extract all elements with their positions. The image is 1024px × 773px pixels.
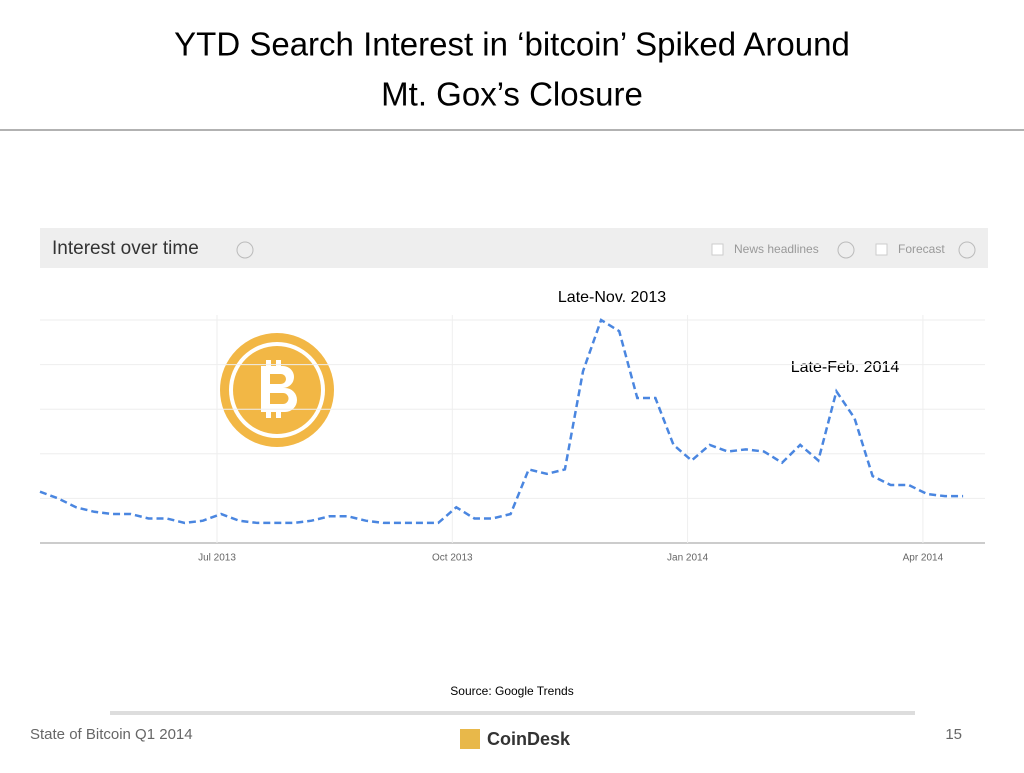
slide-title: YTD Search Interest in ‘bitcoin’ Spiked …: [174, 26, 850, 63]
source: Source: Google Trends: [450, 684, 573, 698]
annotation: Late-Nov. 2013: [558, 289, 666, 306]
footer: State of Bitcoin Q1 2014: [30, 726, 193, 743]
annotation: Late-Feb. 2014: [791, 359, 900, 376]
bitcoin-logo: [220, 333, 334, 447]
help-icon: [837, 241, 855, 259]
logo-glyph: [266, 410, 271, 418]
option: Forecast: [898, 242, 945, 256]
checkbox: [711, 243, 724, 256]
logo-glyph: [276, 410, 281, 418]
checkbox: [875, 243, 888, 256]
logo-glyph: [266, 360, 271, 368]
brand: CoinDesk: [487, 729, 571, 749]
slide-title: Mt. Gox’s Closure: [381, 76, 643, 113]
x-tick-label: Jul 2013: [198, 553, 236, 564]
logo-glyph: [276, 360, 281, 368]
logo-glyph: [261, 366, 297, 412]
x-tick-label: Jan 2014: [667, 553, 709, 564]
help-icon: [958, 241, 976, 259]
line: [39, 318, 964, 525]
brand-icon: [460, 729, 480, 749]
option: News headlines: [734, 242, 819, 256]
help-icon: [236, 241, 254, 259]
x-tick-label: Apr 2014: [903, 553, 944, 564]
x-tick-label: Oct 2013: [432, 553, 473, 564]
chart-header: [40, 228, 988, 268]
chart-title: Interest over time: [52, 238, 199, 259]
page-number: 15: [945, 726, 962, 743]
